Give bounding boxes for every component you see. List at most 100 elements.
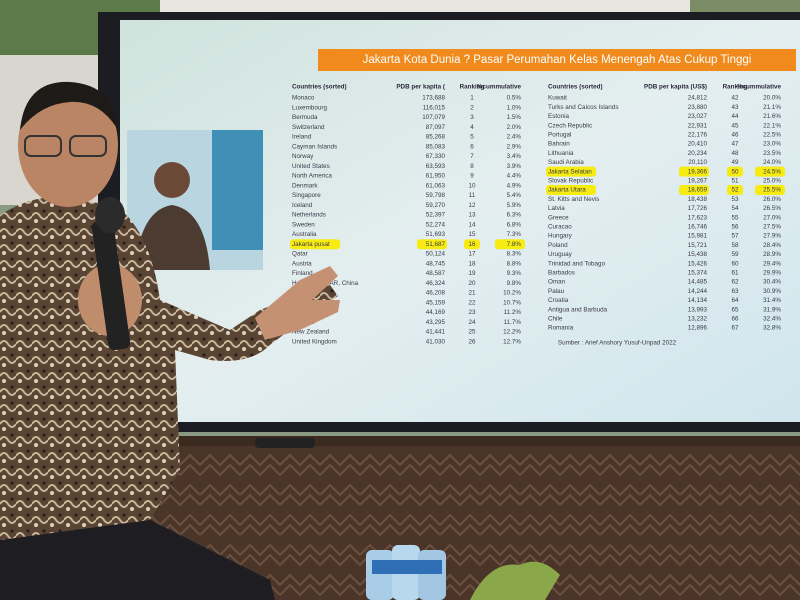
table-cell: 57 — [731, 233, 739, 240]
table-cell: 29.9% — [763, 269, 781, 276]
table-cell: Uruguay — [548, 251, 573, 258]
table-cell: 24 — [468, 319, 476, 326]
table-cell: 8 — [470, 163, 474, 170]
table-cell: 22,931 — [688, 122, 708, 129]
inset-screen — [212, 130, 263, 250]
table-cell: 63 — [731, 288, 739, 295]
table-cell: 18,659 — [688, 187, 708, 194]
table-cell: 11.2% — [504, 309, 522, 316]
table-cell: 62 — [731, 279, 739, 286]
table-cell: 10.2% — [503, 290, 521, 297]
table-cell: 24,812 — [688, 95, 708, 102]
highlight — [755, 166, 785, 177]
table-cell: 17,623 — [688, 214, 708, 221]
column-header: Countries (sorted) — [548, 84, 603, 91]
table-cell: 60 — [731, 260, 739, 267]
table-cell: 19,366 — [688, 168, 708, 175]
tv-stand — [255, 438, 315, 448]
table-cell: Ireland — [292, 134, 312, 141]
table-cell: United States — [292, 163, 330, 170]
table-cell: 14,134 — [688, 297, 708, 304]
table-cell: 10.7% — [503, 299, 521, 306]
table-cell: Turks and Caicos Islands — [548, 104, 618, 111]
table-cell: 21.6% — [763, 113, 781, 120]
table-cell: 54 — [731, 205, 739, 212]
table-cell: 12 — [468, 202, 476, 209]
table-cell: 28.4% — [763, 242, 781, 249]
table-cell: 41,441 — [426, 329, 446, 336]
table-cell: 19 — [468, 270, 476, 277]
table-cell: 7.8% — [507, 241, 522, 248]
table-cell: Chile — [548, 315, 563, 322]
table-cell: 19,267 — [688, 177, 708, 184]
table-cell: 48 — [731, 150, 739, 157]
table-cell: 13,232 — [688, 315, 708, 322]
table-cell: 29.4% — [763, 260, 781, 267]
table-cell: North America — [292, 173, 332, 180]
column-header: Ranking — [723, 84, 748, 91]
table-cell: Sweden — [292, 221, 315, 228]
column-header: %cummulative — [477, 84, 522, 91]
table-cell: 10 — [468, 182, 476, 189]
table-cell: 59 — [731, 251, 739, 258]
table-cell: 23,027 — [688, 113, 708, 120]
table-cell: 9 — [470, 173, 474, 180]
table-cell: 42 — [731, 95, 739, 102]
table-cell: 43 — [731, 104, 739, 111]
table-cell: 15,426 — [688, 260, 708, 267]
column-header: Countries (sorted) — [292, 84, 347, 91]
table-cell: Netherlands — [292, 212, 326, 219]
table-cell: 15,374 — [688, 269, 708, 276]
table-cell: 11.7% — [504, 319, 522, 326]
inset-body — [135, 205, 210, 270]
table-cell: 26 — [468, 338, 476, 345]
presenter-hand — [255, 266, 340, 340]
table-cell: Luxembourg — [292, 104, 328, 111]
table-cell: 47 — [731, 141, 739, 148]
table-cell: 30.9% — [763, 288, 781, 295]
table-cell: 25 — [468, 329, 476, 336]
table-cell: Jakarta pusat — [292, 241, 330, 248]
microphone — [91, 219, 131, 351]
table-cell: 20,110 — [688, 159, 707, 166]
table-cell: 3.4% — [507, 153, 522, 160]
table-cell: Slovak Republic — [548, 177, 593, 184]
table-cell: Australia — [292, 231, 317, 238]
table-cell: 52 — [731, 187, 739, 194]
table-cell: 31.9% — [763, 306, 781, 313]
tables: Countries (sorted) PDB per kapita (Rankin… — [290, 84, 785, 345]
slide-title: Jakarta Kota Dunia ? Pasar Perumahan Kel… — [363, 54, 752, 66]
table-cell: Curacao — [548, 223, 572, 230]
table-cell: Antigua and Barbuda — [548, 306, 608, 313]
table-cell: 14,485 — [688, 279, 708, 286]
table-cell: 17,726 — [688, 205, 708, 212]
table-cell: 32.4% — [763, 315, 781, 322]
table-cell: 173,688 — [422, 95, 445, 102]
table-cell: Latvia — [548, 205, 565, 212]
table-cell: 17 — [468, 251, 476, 258]
table-cell: 4.9% — [507, 182, 522, 189]
table-cell: 12.7% — [503, 338, 521, 345]
table-cell: Palau — [548, 288, 565, 295]
table-cell: 51 — [731, 177, 739, 184]
table-cell: Croatia — [548, 297, 569, 304]
table-cell: 107,079 — [422, 114, 445, 121]
table-cell: 27.0% — [763, 214, 781, 221]
table-cell: 1.0% — [507, 104, 522, 111]
table-cell: 61,950 — [426, 173, 446, 180]
presenter-hair — [20, 81, 118, 130]
table-cell: 67 — [731, 325, 739, 332]
table-cell: 55 — [731, 214, 739, 221]
presenter-head — [18, 83, 118, 207]
table-cell: 25.0% — [763, 177, 781, 184]
table-cell: 48,745 — [426, 260, 446, 267]
table-cell: 59,270 — [426, 202, 446, 209]
table-cell: 51,687 — [426, 241, 446, 248]
table-cell: 24.0% — [763, 159, 781, 166]
table-cell: 56 — [731, 223, 739, 230]
table-cell: Singapore — [292, 192, 321, 199]
table-cell: 64 — [731, 297, 739, 304]
table-cell: 53 — [731, 196, 739, 203]
table-cell: 30.4% — [763, 279, 781, 286]
